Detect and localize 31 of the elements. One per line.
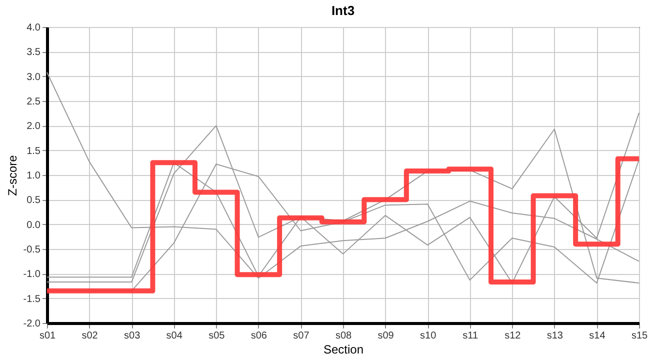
y-tick-label: -1.5 [23,294,41,305]
y-tick-label: 0.0 [26,220,41,231]
y-tick-label: 3.0 [26,72,41,83]
y-tick-label: -1.0 [23,269,41,280]
x-tick-label: s12 [504,330,522,342]
x-tick-label: s03 [124,330,141,342]
y-tick-label: 2.0 [26,121,41,132]
x-tick-label: s01 [39,330,56,342]
x-tick-label: s05 [208,330,226,342]
x-tick-label: s11 [462,330,478,342]
y-tick-label: 4.0 [26,22,41,34]
y-tick-label: 0.5 [26,195,41,206]
y-tick-label: 1.0 [26,170,41,182]
y-axis-title: Z-score [5,154,20,196]
x-tick-label: s04 [166,330,183,342]
y-tick-label: -0.5 [23,244,41,256]
x-tick-label: s15 [631,330,648,342]
x-tick-label: s07 [293,330,310,342]
y-tick-label: 1.5 [26,146,41,157]
x-tick-label: s14 [589,330,606,342]
x-tick-label: s02 [82,330,98,342]
y-tick-label: 2.5 [26,96,41,108]
x-tick-label: s09 [378,330,394,342]
x-tick-label: s06 [250,330,268,342]
x-tick-label: s08 [335,330,352,342]
x-tick-label: s13 [546,330,564,342]
x-axis-title: Section [323,342,364,356]
y-tick-label: -2.0 [23,318,41,330]
chart-title: Int3 [331,3,355,18]
y-tick-label: 3.5 [26,47,41,58]
x-tick-label: s10 [420,330,437,342]
